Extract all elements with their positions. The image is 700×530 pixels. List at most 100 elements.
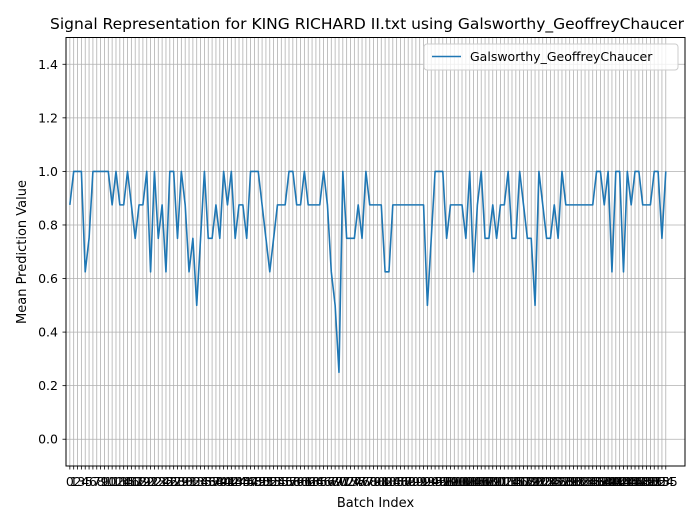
- x-tick-label: 21: [143, 474, 159, 489]
- x-tick-label: 152: [642, 474, 666, 489]
- x-tick-label: 92: [416, 474, 432, 489]
- x-tick-label: 76: [354, 474, 370, 489]
- x-tick-label: 100: [442, 474, 466, 489]
- x-tick-label: 144: [612, 474, 636, 489]
- x-tick-label: 99: [443, 474, 459, 489]
- x-tick-label: 122: [527, 474, 551, 489]
- x-tick-label: 116: [504, 474, 528, 489]
- series-layer: [69, 170, 667, 374]
- x-tick-label: 29: [173, 474, 189, 489]
- x-tick-label: 115: [500, 474, 524, 489]
- x-tick-label: 129: [554, 474, 578, 489]
- x-tick-label: 75: [350, 474, 366, 489]
- x-tick-label: 139: [592, 474, 616, 489]
- x-tick-label: 69: [327, 474, 343, 489]
- x-tick-label: 118: [512, 474, 536, 489]
- x-tick-label: 45: [235, 474, 251, 489]
- x-axis-label: Batch Index: [337, 496, 415, 511]
- x-tick-label: 131: [562, 474, 586, 489]
- x-tick-label: 143: [608, 474, 632, 489]
- x-tick-label: 101: [446, 474, 470, 489]
- x-tick-label: 113: [492, 474, 516, 489]
- x-tick-label: 80: [369, 474, 385, 489]
- x-tick-label: 25: [158, 474, 174, 489]
- x-tick-label: 64: [308, 474, 324, 489]
- legend-label: Galsworthy_GeoffreyChaucer: [470, 49, 653, 64]
- x-tick-label: 73: [343, 474, 359, 489]
- x-tick-label: 148: [627, 474, 651, 489]
- x-tick-label: 138: [588, 474, 612, 489]
- x-tick-label: 27: [166, 474, 182, 489]
- x-tick-label: 127: [546, 474, 570, 489]
- x-tick-label: 134: [573, 474, 597, 489]
- x-tick-label: 66: [316, 474, 332, 489]
- x-tick-label: 96: [431, 474, 447, 489]
- x-tick-label: 90: [408, 474, 424, 489]
- x-tick-label: 28: [170, 474, 186, 489]
- x-tick-label: 120: [519, 474, 543, 489]
- x-tick-label: 130: [558, 474, 582, 489]
- x-tick-label: 103: [454, 474, 478, 489]
- chart-title: Signal Representation for KING RICHARD I…: [50, 15, 685, 34]
- x-tick-label: 18: [131, 474, 147, 489]
- x-tick-label: 1: [70, 474, 78, 489]
- x-tick-label: 114: [496, 474, 520, 489]
- y-tick-label: 1.4: [38, 57, 58, 72]
- y-tick-label: 0.0: [38, 432, 58, 447]
- x-tick-label: 22: [146, 474, 162, 489]
- x-tick-label: 109: [477, 474, 501, 489]
- x-tick-label: 128: [550, 474, 574, 489]
- x-tick-label: 17: [127, 474, 143, 489]
- x-tick-label: 124: [535, 474, 559, 489]
- x-tick-label: 5: [85, 474, 93, 489]
- x-tick-label: 91: [412, 474, 428, 489]
- x-tick-label: 7: [93, 474, 101, 489]
- x-tick-label: 137: [585, 474, 609, 489]
- x-tick-label: 31: [181, 474, 197, 489]
- legend-box: [423, 43, 679, 71]
- x-tick-label: 86: [393, 474, 409, 489]
- x-tick-label: 154: [650, 474, 674, 489]
- x-tick-label: 34: [193, 474, 209, 489]
- x-tick-label: 74: [346, 474, 362, 489]
- x-tick-label: 47: [243, 474, 259, 489]
- x-tick-label: 123: [531, 474, 555, 489]
- x-tick-label: 141: [600, 474, 624, 489]
- x-tick-label: 46: [239, 474, 255, 489]
- x-tick-label: 83: [381, 474, 397, 489]
- x-tick-label: 9: [100, 474, 108, 489]
- x-tick-label: 79: [366, 474, 382, 489]
- x-tick-label: 136: [581, 474, 605, 489]
- x-tick-label: 26: [162, 474, 178, 489]
- x-tick-label: 48: [246, 474, 262, 489]
- x-tick-label: 68: [323, 474, 339, 489]
- x-tick-label: 146: [619, 474, 643, 489]
- x-tick-label: 93: [419, 474, 435, 489]
- x-tick-label: 147: [623, 474, 647, 489]
- x-tick-label: 32: [185, 474, 201, 489]
- x-tick-label: 110: [481, 474, 505, 489]
- x-tick-label: 140: [596, 474, 620, 489]
- x-tick-label: 43: [227, 474, 243, 489]
- x-tick-label: 105: [462, 474, 486, 489]
- x-tick-label: 12: [108, 474, 124, 489]
- x-tick-label: 95: [427, 474, 443, 489]
- x-tick-label: 20: [139, 474, 155, 489]
- x-tick-label: 55: [273, 474, 289, 489]
- x-tick-label: 117: [508, 474, 532, 489]
- x-tick-label: 155: [654, 474, 678, 489]
- x-tick-label: 57: [281, 474, 297, 489]
- x-tick-label: 59: [289, 474, 305, 489]
- x-tick-label: 126: [542, 474, 566, 489]
- x-tick-label: 94: [423, 474, 439, 489]
- x-tick-label: 149: [631, 474, 655, 489]
- x-tick-label: 62: [300, 474, 316, 489]
- x-tick-label: 23: [150, 474, 166, 489]
- series-line: [69, 170, 667, 374]
- x-tick-label: 2: [74, 474, 82, 489]
- x-tick-label: 142: [604, 474, 628, 489]
- x-tick-label: 67: [319, 474, 335, 489]
- x-tick-label: 24: [154, 474, 170, 489]
- x-tick-label: 42: [223, 474, 239, 489]
